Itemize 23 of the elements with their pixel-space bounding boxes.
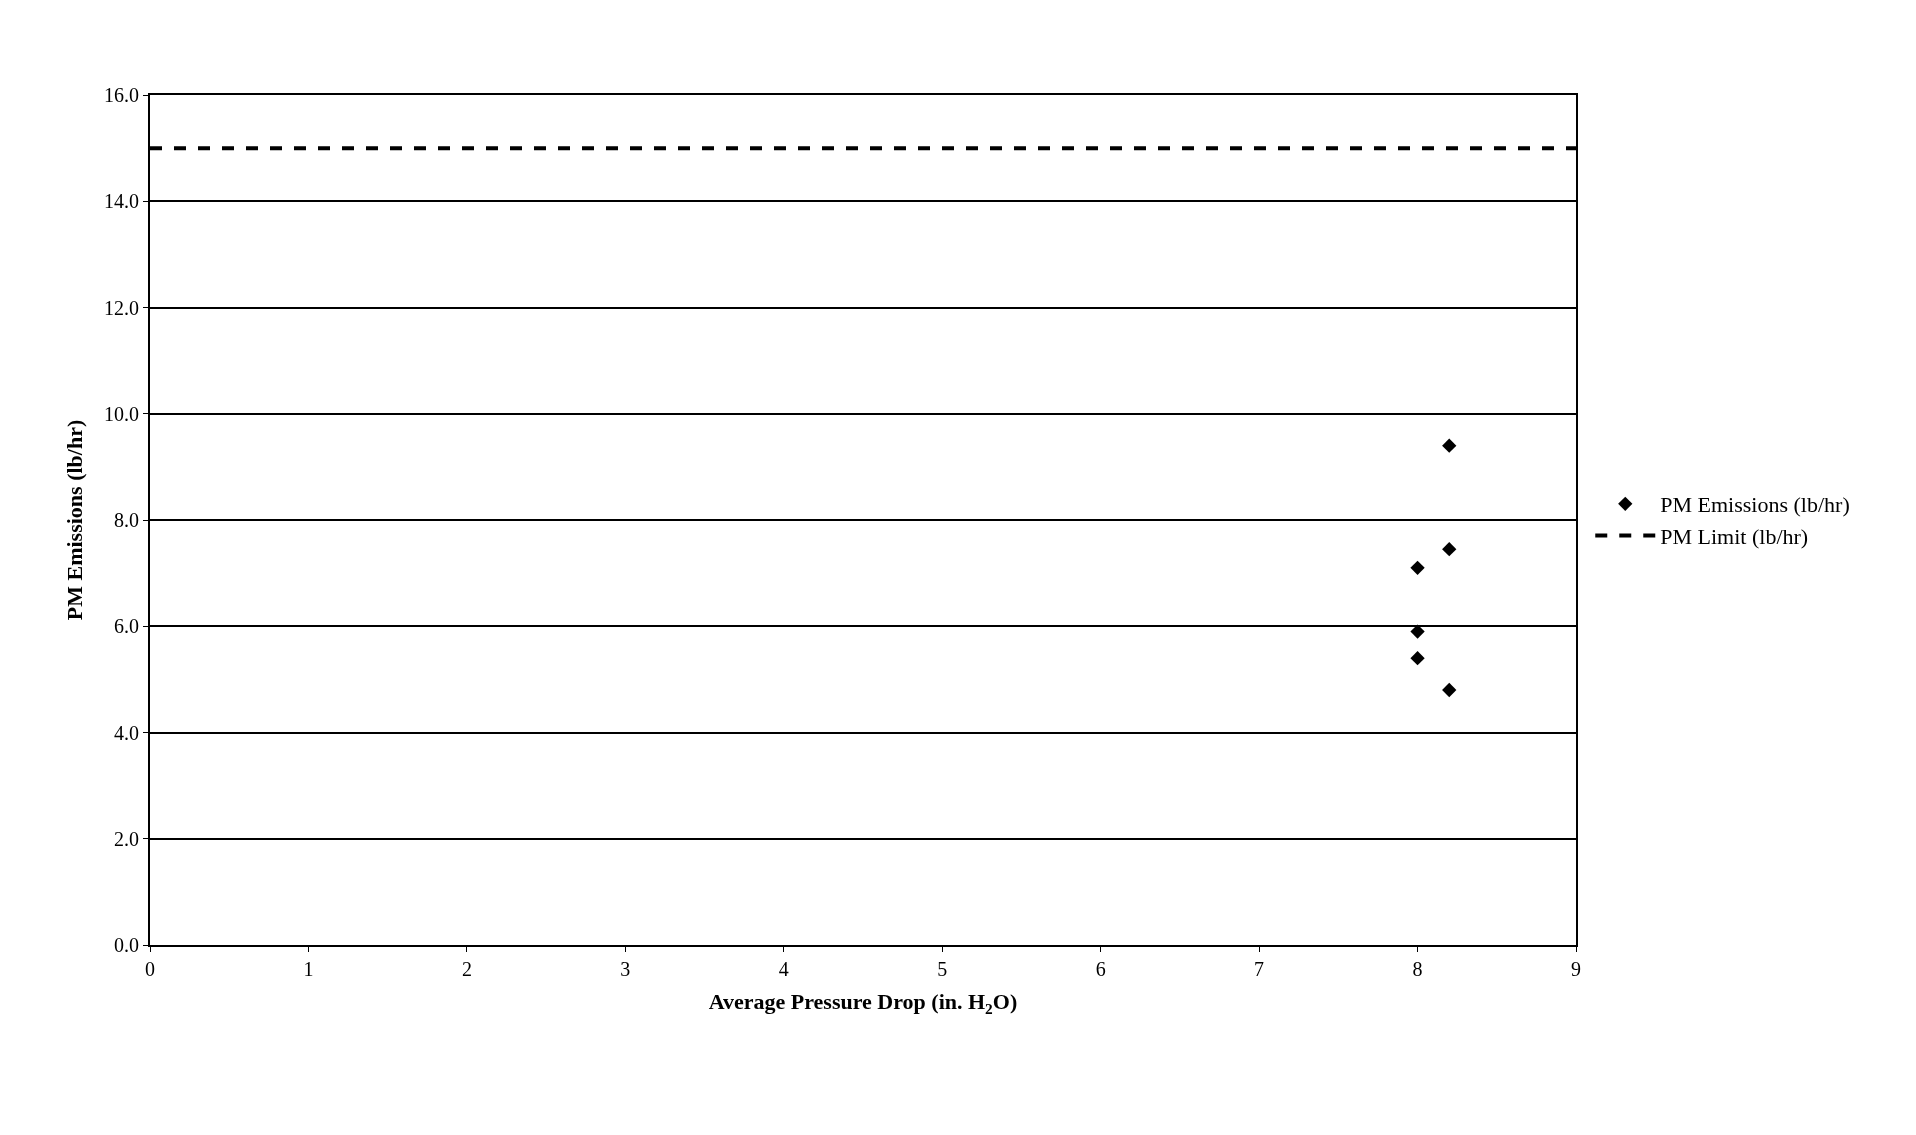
y-tick-label: 6.0 bbox=[114, 615, 139, 638]
x-tick-label: 8 bbox=[1412, 958, 1423, 980]
y-tick-label: 10.0 bbox=[104, 402, 139, 425]
y-tick-label: 2.0 bbox=[114, 827, 139, 850]
x-tick-label: 6 bbox=[1095, 958, 1106, 980]
y-axis-title: PM Emissions (lb/hr) bbox=[62, 419, 88, 621]
x-tick-label: 9 bbox=[1571, 958, 1581, 980]
x-tick-label: 4 bbox=[778, 958, 789, 980]
y-tick-label: 14.0 bbox=[104, 190, 139, 213]
legend-label: PM Emissions (lb/hr) bbox=[1660, 492, 1850, 518]
legend-label: PM Limit (lb/hr) bbox=[1660, 523, 1809, 549]
x-tick-label: 3 bbox=[620, 958, 631, 980]
y-tick-label: 0.0 bbox=[114, 934, 139, 956]
x-tick-label: 7 bbox=[1254, 958, 1265, 980]
y-tick-label: 8.0 bbox=[114, 509, 139, 531]
y-tick-label: 16.0 bbox=[104, 84, 139, 106]
y-tick-label: 4.0 bbox=[114, 721, 139, 744]
x-tick-label: 0 bbox=[145, 958, 155, 980]
y-tick-label: 12.0 bbox=[104, 296, 139, 319]
x-tick-label: 1 bbox=[303, 958, 314, 980]
x-axis-title: Average Pressure Drop (in. H$_{2}$O) bbox=[708, 989, 1018, 1018]
x-tick-label: 5 bbox=[937, 958, 948, 980]
x-tick-label: 2 bbox=[461, 958, 472, 980]
